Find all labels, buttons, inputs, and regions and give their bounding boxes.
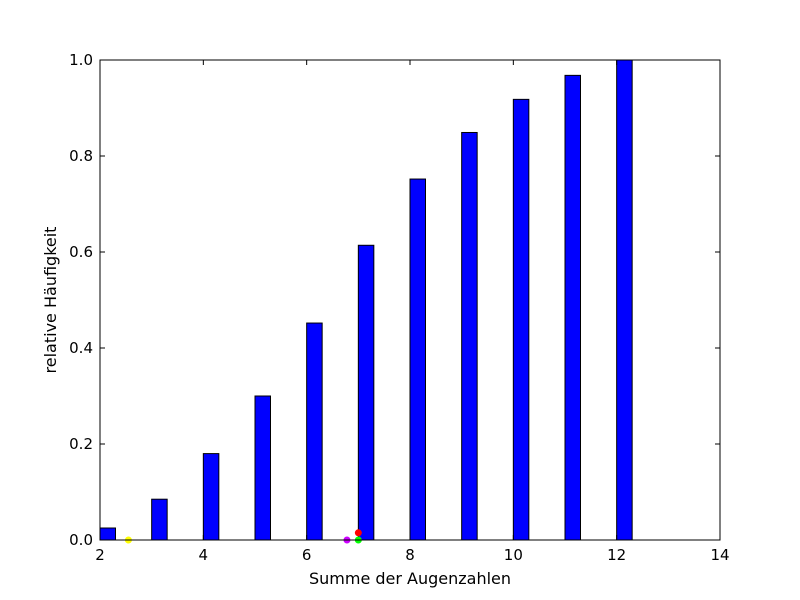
bar-3 xyxy=(151,498,168,541)
x-tick-label: 8 xyxy=(405,546,415,564)
y-tick-label: 1.0 xyxy=(69,51,93,69)
x-tick-label: 10 xyxy=(504,546,523,564)
bar-7 xyxy=(357,244,375,541)
y-tick-label: 0.2 xyxy=(69,435,93,453)
y-axis-title: relative Häufigkeit xyxy=(41,227,60,374)
x-tick-label: 4 xyxy=(199,546,209,564)
bar-11 xyxy=(564,74,581,541)
x-tick-label: 14 xyxy=(710,546,729,564)
x-axis-title: Summe der Augenzahlen xyxy=(309,569,511,588)
bar-12 xyxy=(616,59,633,541)
x-tick-label: 2 xyxy=(95,546,105,564)
x-tick-label: 12 xyxy=(607,546,626,564)
x-tick-label: 6 xyxy=(302,546,312,564)
ticks-layer: 2 4 6 8 10 12 14 0.0 0.2 0.4 0.6 0.8 1.0 xyxy=(69,51,729,564)
y-tick-label: 0.8 xyxy=(69,147,93,165)
bar-2 xyxy=(99,527,116,541)
marker-point-2 xyxy=(354,529,362,537)
bar-4 xyxy=(202,453,220,541)
bar-5 xyxy=(254,395,271,541)
bar-6 xyxy=(306,322,323,541)
y-tick-label: 0.4 xyxy=(69,339,93,357)
bar-8 xyxy=(409,178,426,541)
y-tick-label: 0.0 xyxy=(69,531,93,549)
y-tick-label: 0.6 xyxy=(69,243,93,261)
bar-10 xyxy=(512,98,530,541)
bar-9 xyxy=(461,131,478,541)
bars-layer xyxy=(99,59,633,541)
